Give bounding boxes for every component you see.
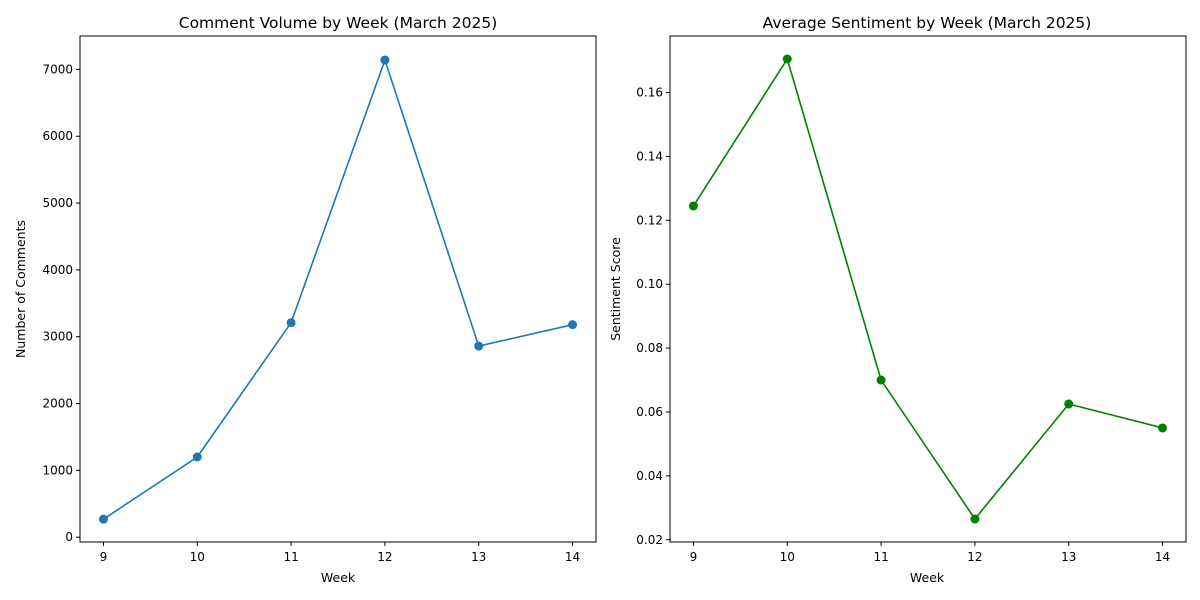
data-point [380, 55, 390, 65]
y-axis: 0.02 0.04 0.06 0.08 0.10 0.12 0.14 0.16 [636, 86, 670, 547]
y-tick-label: 0.10 [636, 277, 663, 291]
x-tick-label: 10 [190, 550, 205, 564]
y-tick-label: 6000 [42, 129, 73, 143]
plot-frame [79, 35, 597, 543]
series-line [692, 57, 1163, 521]
y-tick-label: 0.16 [636, 86, 663, 100]
data-point [688, 201, 698, 211]
y-tick-label: 3000 [42, 330, 73, 344]
y-tick-label: 1000 [42, 463, 73, 477]
y-tick-label: 0.02 [636, 533, 663, 547]
x-axis-label: Week [321, 570, 356, 585]
series-markers [98, 55, 578, 524]
x-tick-label: 12 [377, 550, 392, 564]
x-tick-label: 11 [283, 550, 298, 564]
x-tick-label: 9 [690, 550, 698, 564]
chart-title: Average Sentiment by Week (March 2025) [763, 14, 1092, 32]
data-point [970, 514, 980, 524]
x-tick-label: 11 [873, 550, 888, 564]
y-tick-label: 7000 [42, 62, 73, 76]
series-line [103, 57, 573, 520]
x-tick-label: 12 [967, 550, 982, 564]
chart-average-sentiment: Average Sentiment by Week (March 2025) 9… [608, 14, 1187, 585]
y-axis-label: Sentiment Score [608, 237, 623, 341]
chart-comment-volume: Comment Volume by Week (March 2025) 9 10 1… [13, 14, 597, 585]
y-tick-label: 0.14 [636, 149, 663, 163]
x-tick-label: 14 [1155, 550, 1170, 564]
data-point [1158, 423, 1168, 433]
data-point [474, 341, 484, 351]
x-axis: 9 10 11 12 13 14 [690, 542, 1170, 564]
data-point [286, 318, 296, 328]
x-tick-label: 13 [471, 550, 486, 564]
chart-title: Comment Volume by Week (March 2025) [179, 14, 498, 32]
data-point [568, 320, 578, 330]
y-tick-label: 4000 [42, 263, 73, 277]
x-tick-label: 10 [780, 550, 795, 564]
x-tick-label: 14 [565, 550, 580, 564]
y-tick-label: 0.08 [636, 341, 663, 355]
data-point [876, 375, 886, 385]
data-point [98, 514, 108, 524]
y-tick-label: 0.04 [636, 469, 663, 483]
y-tick-label: 0.12 [636, 213, 663, 227]
series-markers [688, 54, 1168, 524]
y-tick-label: 0.06 [636, 405, 663, 419]
x-tick-label: 9 [100, 550, 108, 564]
y-axis-label: Number of Comments [13, 220, 28, 358]
y-tick-label: 0 [65, 530, 73, 544]
plot-frame [669, 35, 1187, 543]
x-axis-label: Week [910, 570, 945, 585]
data-point [192, 452, 202, 462]
y-axis: 0 1000 2000 3000 4000 5000 6000 7000 [42, 62, 80, 544]
x-axis: 9 10 11 12 13 14 [100, 542, 580, 564]
y-tick-label: 2000 [42, 397, 73, 411]
x-tick-label: 13 [1061, 550, 1076, 564]
data-point [782, 54, 792, 64]
data-point [1064, 399, 1074, 409]
y-tick-label: 5000 [42, 196, 73, 210]
